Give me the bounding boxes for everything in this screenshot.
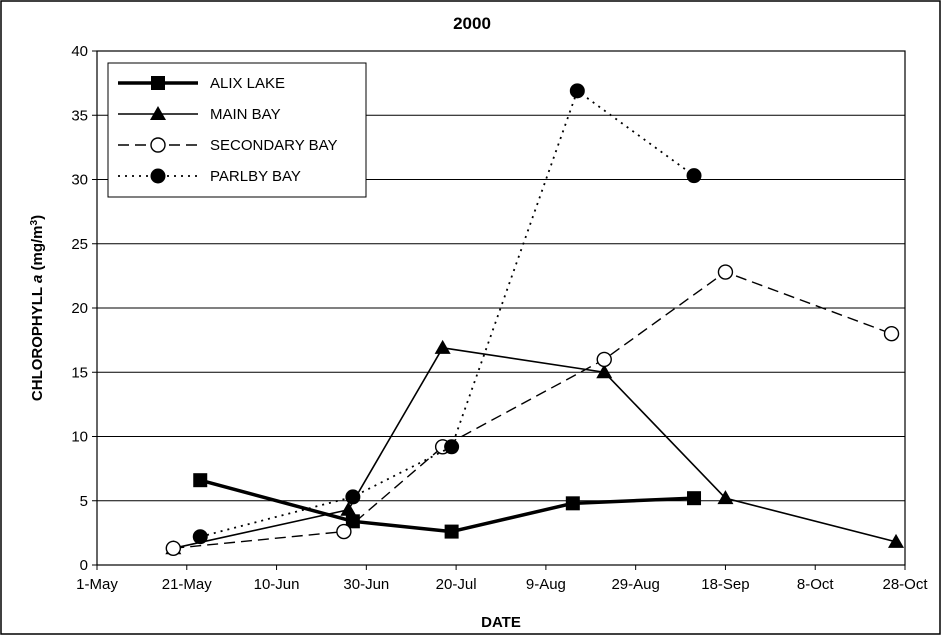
- data-point: [165, 540, 182, 556]
- y-tick-label: 15: [71, 364, 88, 381]
- data-point: [687, 491, 702, 506]
- data-point: [686, 168, 702, 184]
- data-point: [434, 339, 451, 354]
- series-line: [173, 347, 897, 550]
- chart-title: 2000: [453, 14, 491, 33]
- series-alix-lake: [193, 473, 702, 539]
- x-axis-label: DATE: [481, 614, 521, 631]
- gridlines: [97, 114, 905, 502]
- x-tick-label: 28-Oct: [882, 576, 928, 593]
- y-tick-label: 10: [71, 429, 88, 446]
- data-point: [596, 364, 613, 379]
- data-point: [444, 524, 459, 539]
- y-axis-ticks: 0 5 10 15 20 25 30 35 40: [71, 43, 97, 574]
- data-point: [340, 501, 357, 516]
- y-axis-label-italic: a: [29, 275, 46, 283]
- y-tick-label: 20: [71, 300, 88, 317]
- data-point: [596, 351, 612, 368]
- data-point: [192, 529, 208, 545]
- series-secondary-bay: [165, 264, 900, 556]
- y-axis-label-unit-sup: 3: [29, 219, 40, 225]
- data-point: [336, 523, 352, 540]
- legend-marker: [150, 168, 166, 184]
- data-point: [345, 514, 360, 529]
- data-point: [444, 439, 460, 455]
- x-tick-label: 20-Jul: [436, 576, 477, 593]
- data-point: [717, 264, 734, 280]
- y-axis-label-unit-end: ): [29, 215, 46, 220]
- y-axis-label-unit: (mg/m: [29, 225, 46, 270]
- legend-label: PARLBY BAY: [210, 168, 301, 185]
- x-tick-label: 10-Jun: [254, 576, 300, 593]
- y-tick-label: 5: [80, 493, 88, 510]
- data-point: [565, 496, 580, 511]
- data-point: [345, 489, 361, 505]
- y-tick-label: 30: [71, 172, 88, 189]
- legend-marker: [150, 137, 166, 153]
- y-tick-label: 0: [80, 557, 88, 574]
- legend-label: ALIX LAKE: [210, 75, 285, 92]
- x-tick-label: 8-Oct: [797, 576, 835, 593]
- x-tick-label: 21-May: [162, 576, 213, 593]
- data-point: [717, 490, 734, 505]
- x-tick-label: 30-Jun: [343, 576, 389, 593]
- series-line: [200, 89, 695, 538]
- y-tick-label: 25: [71, 236, 88, 253]
- y-axis-label-main: CHLOROPHYLL: [29, 287, 46, 401]
- data-point: [888, 533, 905, 548]
- legend-marker: [151, 76, 165, 90]
- y-axis-label: CHLOROPHYLL a (mg/m3): [29, 215, 47, 401]
- legend-label: MAIN BAY: [210, 106, 281, 123]
- data-point: [193, 473, 208, 488]
- x-tick-label: 29-Aug: [611, 576, 659, 593]
- y-tick-label: 40: [71, 43, 88, 60]
- series-parlby-bay: [192, 83, 702, 545]
- series-layer: [165, 83, 905, 556]
- legend: ALIX LAKE MAIN BAY SECONDARY BAY PARLBY BAY: [107, 62, 367, 198]
- data-point: [883, 326, 900, 342]
- y-tick-label: 35: [71, 107, 88, 124]
- series-line: [173, 271, 892, 549]
- x-tick-label: 18-Sep: [701, 576, 749, 593]
- data-point: [569, 83, 585, 99]
- legend-marker: [150, 106, 166, 120]
- x-axis-ticks: 1-May 21-May 10-Jun 30-Jun 20-Jul 9-Aug 29-Aug…: [76, 565, 928, 593]
- legend-label: SECONDARY BAY: [210, 137, 338, 154]
- x-tick-label: 1-May: [76, 576, 118, 593]
- x-tick-label: 9-Aug: [526, 576, 566, 593]
